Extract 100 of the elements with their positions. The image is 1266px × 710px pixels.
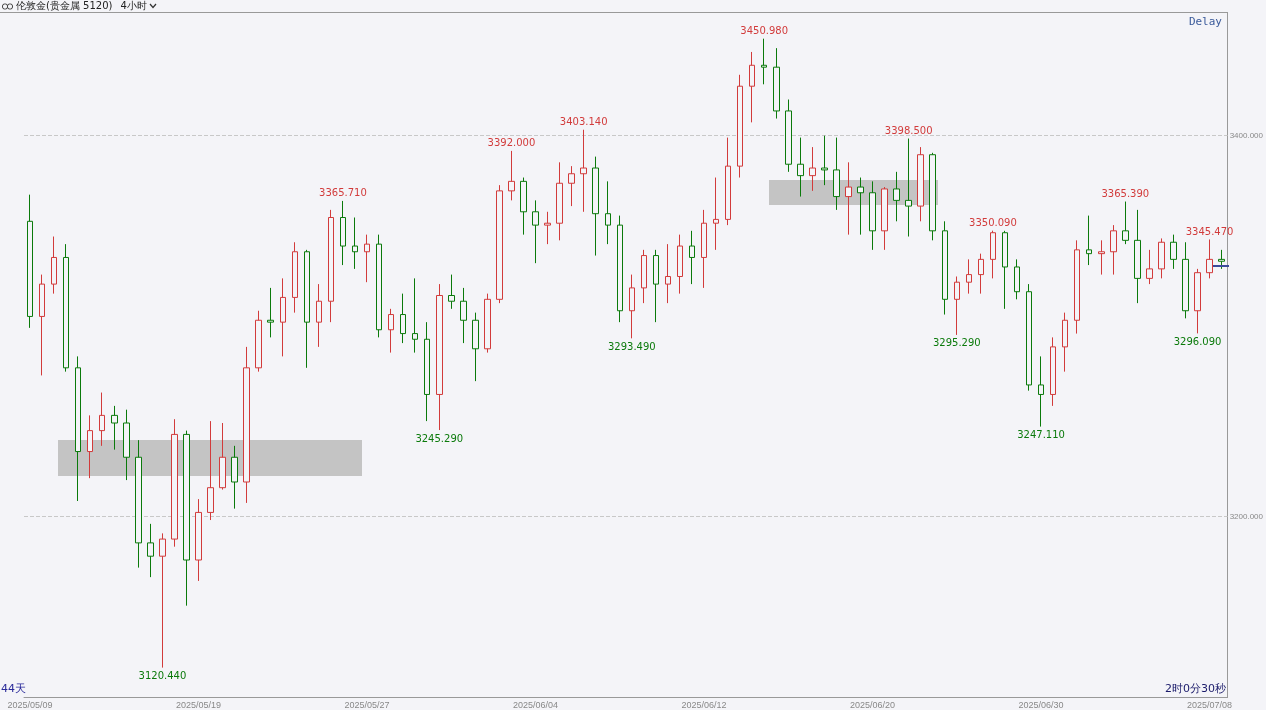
candlestick	[496, 184, 503, 304]
candlestick	[1110, 224, 1117, 276]
candlestick	[556, 161, 563, 241]
candlestick	[929, 152, 936, 241]
candlestick	[27, 194, 33, 329]
candlestick	[255, 310, 262, 373]
candlestick	[183, 430, 190, 607]
candlestick	[231, 445, 238, 510]
annotation: 3350.090	[969, 217, 1017, 229]
candlestick	[942, 220, 948, 316]
candlestick	[990, 230, 996, 279]
candlestick	[243, 346, 250, 504]
candlestick	[352, 217, 358, 270]
candlestick	[605, 180, 611, 245]
candlestick	[797, 137, 804, 198]
candlestick	[592, 156, 599, 257]
candlestick	[39, 274, 45, 376]
annotation: Delay	[1188, 15, 1222, 28]
annotation: 3293.490	[607, 340, 656, 352]
annotation: 3365.390	[1101, 188, 1150, 200]
candlestick	[641, 249, 647, 304]
candlestick	[1206, 238, 1213, 279]
candlestick	[1134, 209, 1141, 304]
candlestick	[195, 498, 202, 582]
y-tick-label: 3200.000	[1229, 511, 1264, 521]
candlestick	[568, 165, 575, 207]
annotation: 44天	[1, 681, 26, 696]
candlestick	[1038, 355, 1044, 428]
candlestick	[544, 211, 551, 245]
x-tick-label: 2025/07/08	[1187, 699, 1233, 710]
candlestick	[87, 414, 93, 479]
candlestick	[135, 439, 142, 569]
candlestick	[364, 234, 370, 283]
candlestick	[1002, 230, 1008, 310]
chart-title: 伦敦金(贵金属 5120)	[16, 0, 113, 13]
candlestick	[617, 215, 623, 323]
candlestick	[1062, 312, 1068, 373]
annotation: 3247.110	[1017, 429, 1065, 441]
candlestick	[1026, 283, 1032, 392]
candlestick	[809, 146, 816, 192]
annotation: 3365.710	[319, 187, 367, 199]
candlestick	[51, 236, 57, 295]
candlestick	[171, 418, 178, 548]
candlestick	[400, 293, 406, 344]
candlestick	[532, 199, 539, 264]
x-tick-label: 2025/05/27	[344, 699, 390, 710]
candlestick	[893, 171, 900, 222]
candlestick	[472, 312, 479, 382]
candlestick	[857, 177, 864, 236]
annotation: 3450.980	[740, 25, 789, 37]
candlestick	[954, 275, 960, 336]
candlestick	[749, 51, 755, 123]
candlestick	[1170, 234, 1177, 270]
candlestick	[1122, 201, 1129, 245]
candlestick	[207, 420, 214, 521]
candlestick	[978, 253, 984, 295]
annotation: 3245.290	[415, 432, 464, 444]
candlestick	[737, 74, 743, 179]
candlestick	[821, 135, 828, 186]
x-tick-label: 2025/06/04	[513, 699, 559, 710]
candlestick	[785, 99, 792, 173]
candlestick	[773, 47, 780, 120]
candlestick	[316, 283, 322, 348]
x-tick-label: 2025/06/20	[850, 699, 896, 710]
candlestick	[123, 409, 130, 481]
candlestick	[304, 249, 310, 369]
candlestick	[159, 532, 166, 669]
chart-subtitle: 4小时	[120, 0, 147, 13]
candlestick	[725, 137, 731, 226]
candlestick	[713, 177, 719, 251]
candlestick	[629, 274, 635, 339]
annotation: 3296.090	[1173, 335, 1222, 347]
candlestick	[328, 209, 334, 323]
candlestick	[677, 234, 683, 295]
candlestick	[845, 161, 852, 236]
x-tick-label: 2025/06/30	[1018, 699, 1064, 710]
candlestick	[689, 230, 695, 285]
candlestick	[881, 186, 888, 251]
candlestick	[376, 234, 382, 338]
candlestick	[292, 241, 298, 314]
y-tick-label: 3400.000	[1229, 131, 1264, 141]
candlestick	[424, 321, 430, 422]
candlestick	[966, 258, 972, 295]
annotation: 3392.000	[487, 137, 536, 149]
candlestick	[508, 150, 515, 201]
candlestick	[701, 209, 707, 289]
candlestick	[63, 243, 69, 373]
annotation: 3120.440	[138, 670, 187, 682]
candlestick	[1194, 268, 1201, 334]
candlestick	[1014, 258, 1020, 300]
candlestick	[761, 38, 767, 85]
candlestick	[1074, 239, 1080, 335]
candlestick	[1158, 237, 1165, 279]
candlestick	[1050, 336, 1056, 407]
candlestick	[99, 392, 105, 447]
candlestick	[280, 277, 286, 357]
candlestick	[412, 277, 418, 354]
candlestick	[580, 129, 587, 213]
candlestick	[448, 274, 455, 310]
candlestick	[484, 293, 491, 354]
